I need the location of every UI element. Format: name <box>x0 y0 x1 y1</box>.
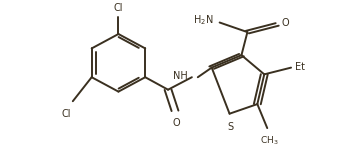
Text: NH: NH <box>173 71 188 81</box>
Text: O: O <box>281 18 289 29</box>
Text: CH$_3$: CH$_3$ <box>260 135 278 147</box>
Text: Cl: Cl <box>114 3 123 13</box>
Text: S: S <box>228 122 234 132</box>
Text: H$_2$N: H$_2$N <box>193 14 214 28</box>
Text: Et: Et <box>295 62 305 72</box>
Text: O: O <box>172 118 180 129</box>
Text: Cl: Cl <box>61 109 71 119</box>
